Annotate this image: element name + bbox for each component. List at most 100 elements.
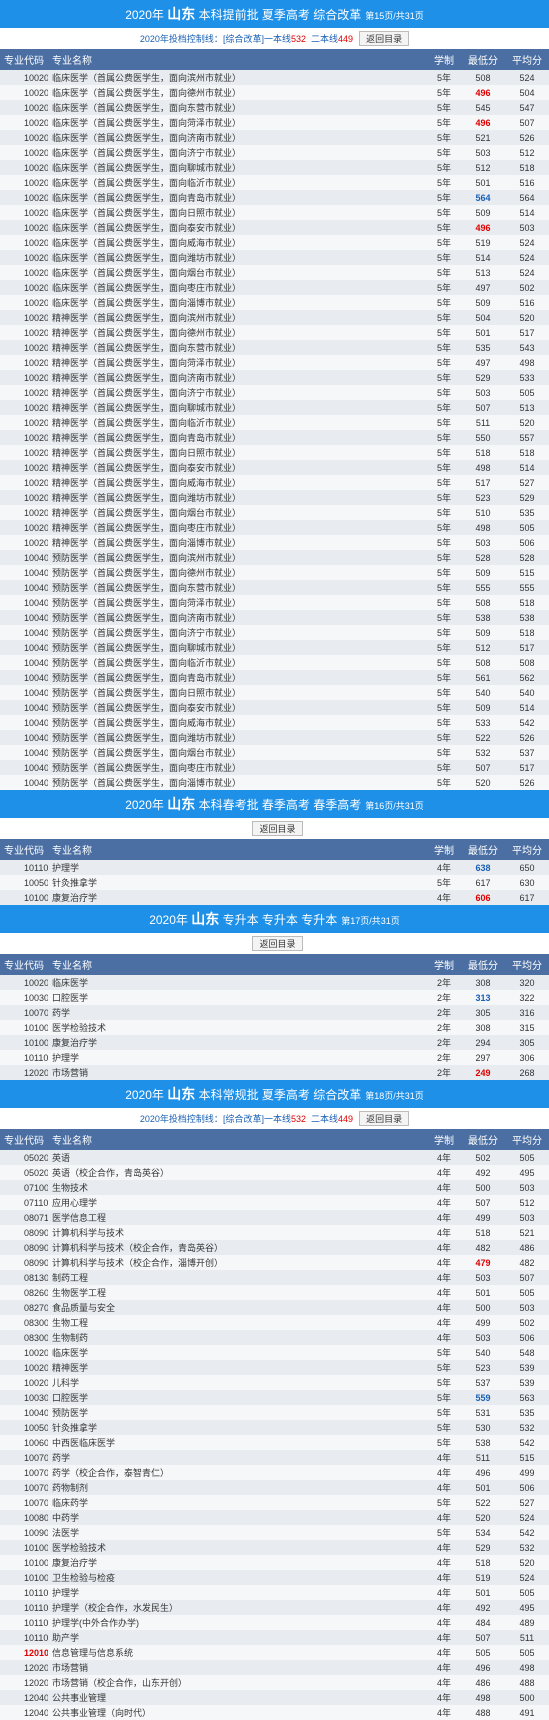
table-row: 100301口腔医学2年313322: [0, 990, 549, 1005]
cell: 康复治疗学: [48, 1035, 427, 1050]
cell: 506: [505, 535, 549, 550]
cell: 临床药学: [48, 1495, 427, 1510]
cell: 100201: [0, 190, 48, 205]
cell: 预防医学（首属公费医学生，面向菏泽市就业）: [48, 595, 427, 610]
cell: 315: [505, 1020, 549, 1035]
cell: 100401: [0, 640, 48, 655]
return-button[interactable]: 返回目录: [359, 31, 409, 46]
cell: 5年: [427, 445, 461, 460]
return-button[interactable]: 返回目录: [252, 821, 302, 836]
table-row: 100207儿科学5年537539: [0, 1375, 549, 1390]
control-line: 返回目录: [0, 818, 549, 839]
cell: 5年: [427, 130, 461, 145]
banner-page: 第18页/共31页: [365, 1091, 424, 1101]
cell: 5年: [427, 385, 461, 400]
cell: 505: [505, 1645, 549, 1660]
cell: 498: [505, 355, 549, 370]
cell: 4年: [427, 1690, 461, 1705]
cell: 497: [461, 355, 505, 370]
cell: 卫生检验与检疫: [48, 1570, 427, 1585]
cell: 100401: [0, 715, 48, 730]
return-button[interactable]: 返回目录: [359, 1111, 409, 1126]
cell: 100901: [0, 1525, 48, 1540]
cell: 563: [505, 1390, 549, 1405]
table-row: 100401预防医学（首属公费医学生，面向淄博市就业）5年520526: [0, 775, 549, 790]
table-header-row: 专业代码专业名称学制最低分平均分: [0, 49, 549, 70]
cell: 496: [461, 115, 505, 130]
cell: 精神医学（首属公费医学生，面向枣庄市就业）: [48, 520, 427, 535]
table-row: 101005康复治疗学4年606617: [0, 890, 549, 905]
cell: 临床医学（首属公费医学生，面向聊城市就业）: [48, 160, 427, 175]
cell: 100401: [0, 745, 48, 760]
cell: 100201: [0, 220, 48, 235]
cell: 081302: [0, 1270, 48, 1285]
cell: 511: [461, 1450, 505, 1465]
table-row: 100201临床医学（首属公费医学生，面向德州市就业）5年496504: [0, 85, 549, 100]
table-header-row: 专业代码专业名称学制最低分平均分: [0, 1129, 549, 1150]
cell: 101101: [0, 1050, 48, 1065]
cell: 4年: [427, 1180, 461, 1195]
cell: 505: [505, 520, 549, 535]
cell: 精神医学（首属公费医学生，面向淄博市就业）: [48, 535, 427, 550]
cell: 5年: [427, 775, 461, 790]
cell: 505: [505, 385, 549, 400]
cell: 5年: [427, 220, 461, 235]
table-row: 080901计算机科学与技术（校企合作，青岛英谷）4年482486: [0, 1240, 549, 1255]
table-row: 100205精神医学（首属公费医学生，面向潍坊市就业）5年523529: [0, 490, 549, 505]
cell: 临床医学（首属公费医学生，面向威海市就业）: [48, 235, 427, 250]
cell: 268: [505, 1065, 549, 1080]
table-row: 100205精神医学（首属公费医学生，面向枣庄市就业）5年498505: [0, 520, 549, 535]
table-row: 101001医学检验技术2年308315: [0, 1020, 549, 1035]
table-row: 100401预防医学（首属公费医学生，面向青岛市就业）5年561562: [0, 670, 549, 685]
cell: 308: [461, 975, 505, 990]
cell: 519: [461, 1570, 505, 1585]
cell: 英语（校企合作，青岛英谷）: [48, 1165, 427, 1180]
cell: 528: [505, 550, 549, 565]
table-row: 100201临床医学（首属公费医学生，面向济宁市就业）5年503512: [0, 145, 549, 160]
banner-rest: 本科春考批 春季高考 春季高考: [199, 798, 362, 812]
cell: 护理学（校企合作，水发民生）: [48, 1600, 427, 1615]
cell: 临床医学（首属公费医学生，面向青岛市就业）: [48, 190, 427, 205]
cell: 482: [461, 1240, 505, 1255]
cell: 精神医学（首属公费医学生，面向聊城市就业）: [48, 400, 427, 415]
table-row: 080901计算机科学与技术4年518521: [0, 1225, 549, 1240]
cell: 护理学: [48, 860, 427, 875]
cell: 预防医学（首属公费医学生，面向淄博市就业）: [48, 775, 427, 790]
cell: 预防医学（首属公费医学生，面向潍坊市就业）: [48, 730, 427, 745]
cell: 英语: [48, 1150, 427, 1165]
cell: 100401: [0, 595, 48, 610]
cell: 555: [505, 580, 549, 595]
cell: 精神医学（首属公费医学生，面向青岛市就业）: [48, 430, 427, 445]
cell: 计算机科学与技术（校企合作，青岛英谷）: [48, 1240, 427, 1255]
cell: 083001: [0, 1315, 48, 1330]
cell: 120401: [0, 1690, 48, 1705]
table-row: 100401预防医学5年531535: [0, 1405, 549, 1420]
cell: 康复治疗学: [48, 1555, 427, 1570]
cell: 100601: [0, 1435, 48, 1450]
cell: 083002: [0, 1330, 48, 1345]
cell: 4年: [427, 1480, 461, 1495]
cell: 518: [461, 445, 505, 460]
table-row: 100401预防医学（首属公费医学生，面向滨州市就业）5年528528: [0, 550, 549, 565]
table-row: 082601生物医学工程4年501505: [0, 1285, 549, 1300]
cell: 535: [461, 340, 505, 355]
col-header: 平均分: [505, 49, 549, 70]
table-row: 100901法医学5年534542: [0, 1525, 549, 1540]
cell: 4年: [427, 1540, 461, 1555]
cell: 2年: [427, 1035, 461, 1050]
cell: 预防医学（首属公费医学生，面向泰安市就业）: [48, 700, 427, 715]
table-row: 100201临床医学（首属公费医学生，面向泰安市就业）5年496503: [0, 220, 549, 235]
cell: 中药学: [48, 1510, 427, 1525]
cell: 100201: [0, 100, 48, 115]
table-row: 100201临床医学（首属公费医学生，面向临沂市就业）5年501516: [0, 175, 549, 190]
cell: 100401: [0, 625, 48, 640]
return-button[interactable]: 返回目录: [252, 936, 302, 951]
cell: 520: [461, 1510, 505, 1525]
cell: 547: [505, 100, 549, 115]
cell: 100701: [0, 1450, 48, 1465]
cell: 100201: [0, 205, 48, 220]
cell: 精神医学（首属公费医学生，面向滨州市就业）: [48, 310, 427, 325]
cell: 精神医学（首属公费医学生，面向德州市就业）: [48, 325, 427, 340]
cell: 503: [461, 145, 505, 160]
col-header: 专业名称: [48, 954, 427, 975]
